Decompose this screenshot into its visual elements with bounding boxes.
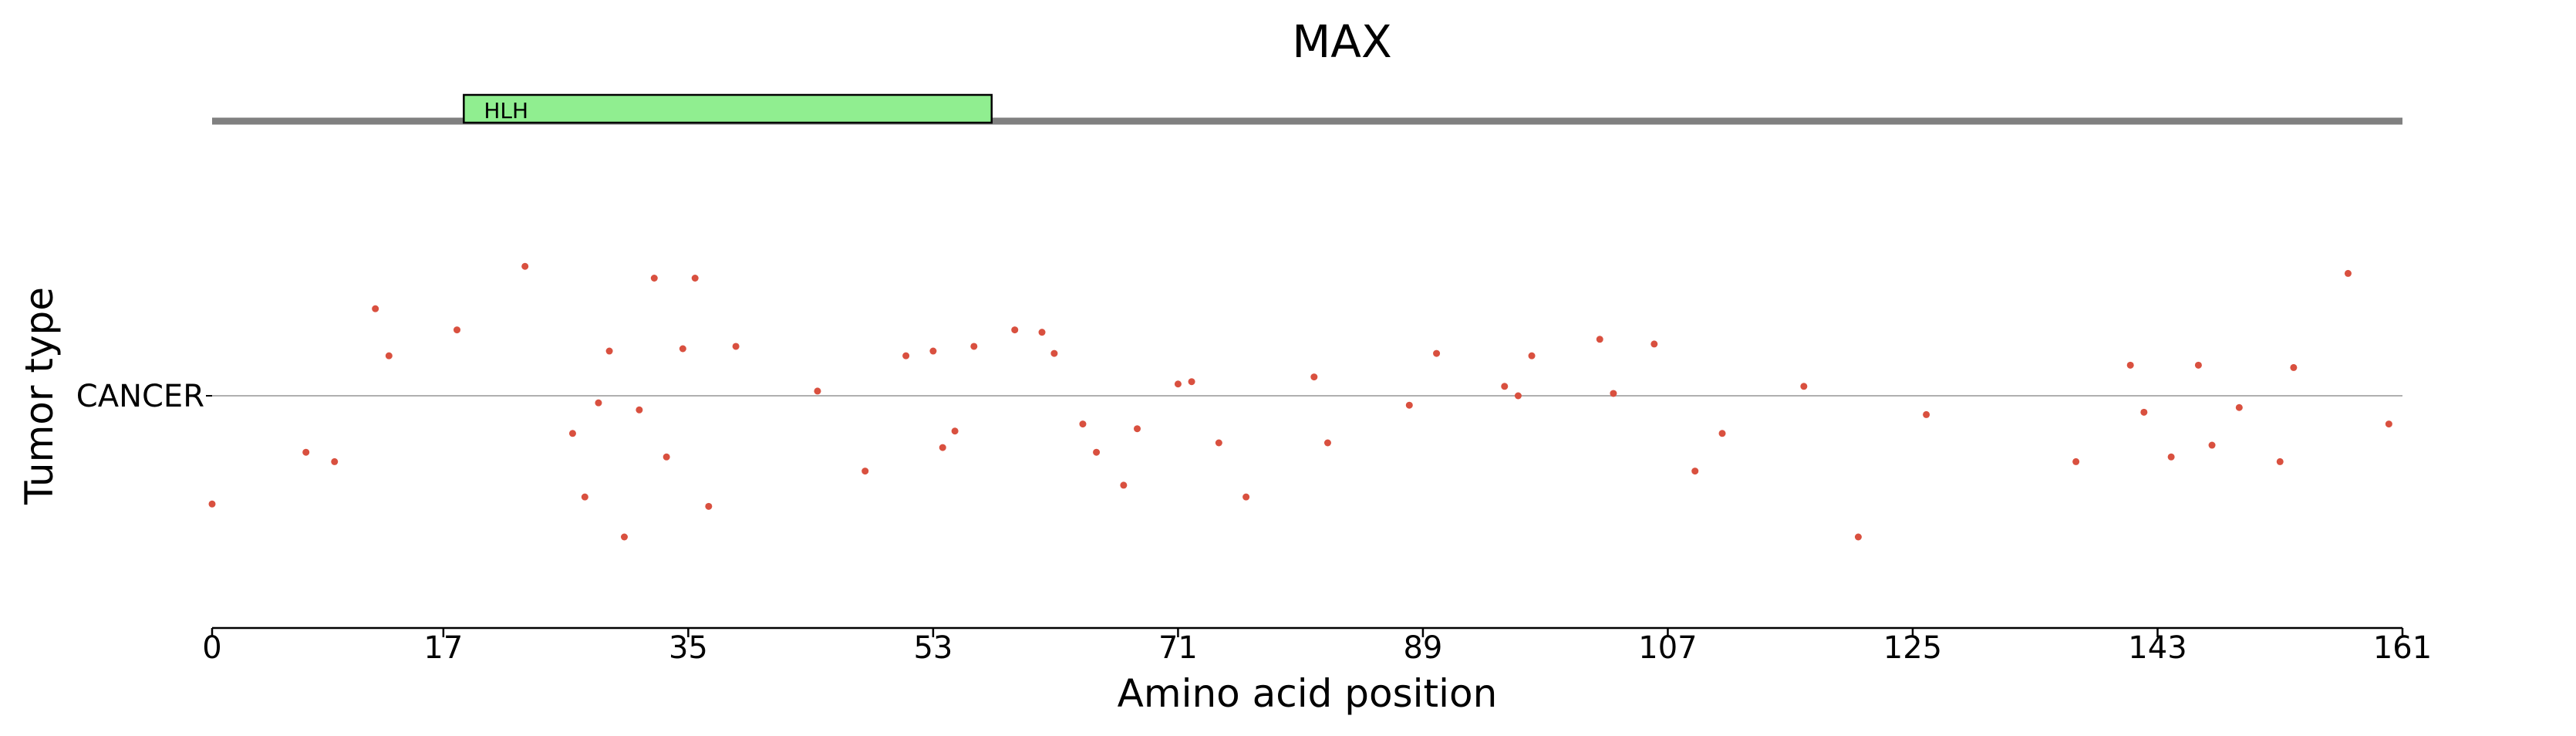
mutation-point xyxy=(1528,352,1536,360)
mutation-point xyxy=(385,352,393,360)
x-tick-label: 89 xyxy=(1403,630,1442,666)
mutation-point xyxy=(861,468,869,475)
mutation-point xyxy=(595,399,602,407)
mutation-point xyxy=(679,345,686,353)
x-tick-label: 161 xyxy=(2373,630,2432,666)
mutation-point xyxy=(1310,373,1318,381)
mutation-point xyxy=(1650,340,1658,348)
mutation-point xyxy=(1691,468,1699,475)
x-tick-label: 143 xyxy=(2128,630,2187,666)
mutation-point xyxy=(1501,383,1509,390)
x-tick-label: 53 xyxy=(913,630,953,666)
chart-title: MAX xyxy=(1292,15,1391,68)
mutation-point xyxy=(1800,383,1808,390)
x-axis-label: Amino acid position xyxy=(1118,671,1498,716)
mutation-point xyxy=(605,347,613,355)
mutation-point xyxy=(2126,361,2134,369)
mutation-point xyxy=(902,352,910,360)
mutation-point xyxy=(1038,329,1046,336)
mutation-point xyxy=(208,500,216,508)
mutation-point xyxy=(1215,439,1222,447)
mutation-point xyxy=(929,347,937,355)
mutation-point xyxy=(1854,533,1862,541)
mutation-point xyxy=(2167,453,2175,461)
mutation-point xyxy=(814,387,821,395)
mutation-point xyxy=(1093,448,1101,456)
y-ticks: CANCER xyxy=(76,379,212,414)
mutation-point xyxy=(1323,439,1331,447)
x-tick-label: 71 xyxy=(1158,630,1198,666)
mutation-point xyxy=(620,533,628,541)
mutation-point xyxy=(1433,349,1441,357)
mutation-point xyxy=(1596,336,1603,343)
mutation-point xyxy=(650,275,658,282)
mutation-point xyxy=(302,448,310,456)
x-tick-label: 125 xyxy=(1883,630,1942,666)
mutation-point xyxy=(2235,403,2243,411)
x-tick-label: 0 xyxy=(202,630,221,666)
x-tick-label: 107 xyxy=(1638,630,1697,666)
mutation-point xyxy=(663,453,670,461)
domain-label: HLH xyxy=(484,98,528,123)
mutation-point xyxy=(1242,493,1250,501)
mutation-point xyxy=(568,430,576,437)
mutation-point xyxy=(951,427,959,435)
x-tick-label: 35 xyxy=(669,630,708,666)
mutation-point xyxy=(1134,425,1141,433)
mutation-point xyxy=(2385,420,2392,428)
points-layer xyxy=(208,262,2392,541)
mutation-point xyxy=(691,275,699,282)
mutation-point xyxy=(1188,378,1195,386)
mutation-point xyxy=(453,326,461,334)
mutation-point xyxy=(1079,420,1087,428)
mutation-point xyxy=(1718,430,1726,437)
domains-layer: HLH xyxy=(463,93,993,124)
mutation-point xyxy=(2140,408,2148,416)
y-axis-label: Tumor type xyxy=(17,287,62,505)
x-tick-label: 17 xyxy=(423,630,463,666)
mutation-point xyxy=(2276,457,2284,465)
plot-area: 0 17 35 53 71 89 107 125 143 161 CANCER xyxy=(76,262,2432,666)
mutation-point xyxy=(2344,269,2352,277)
mutation-point xyxy=(705,502,713,510)
mutation-point xyxy=(331,457,339,465)
mutation-point xyxy=(1610,390,1617,397)
mutation-point xyxy=(1405,401,1413,409)
mutation-point xyxy=(732,343,740,350)
y-tick-label: CANCER xyxy=(76,379,204,414)
mutation-point xyxy=(970,343,978,350)
mutation-point xyxy=(636,406,643,414)
mutation-point xyxy=(1923,410,1930,418)
domain-hlh xyxy=(463,93,993,124)
mutation-point xyxy=(2208,441,2216,449)
mutation-point xyxy=(939,444,946,451)
protein-track: HLH xyxy=(212,93,2402,125)
x-ticks: 0 17 35 53 71 89 107 125 143 161 xyxy=(202,628,2432,666)
mutation-point xyxy=(1120,481,1128,489)
mutation-point xyxy=(2290,363,2298,371)
mutation-point xyxy=(372,305,379,312)
mutation-point xyxy=(1514,392,1522,400)
mutation-point xyxy=(1011,326,1019,334)
mutation-point xyxy=(2072,457,2080,465)
mutation-point xyxy=(1174,380,1182,388)
mutation-point xyxy=(521,262,529,270)
mutation-point xyxy=(2194,361,2202,369)
mutation-point xyxy=(1050,349,1058,357)
mutation-point xyxy=(581,493,588,501)
